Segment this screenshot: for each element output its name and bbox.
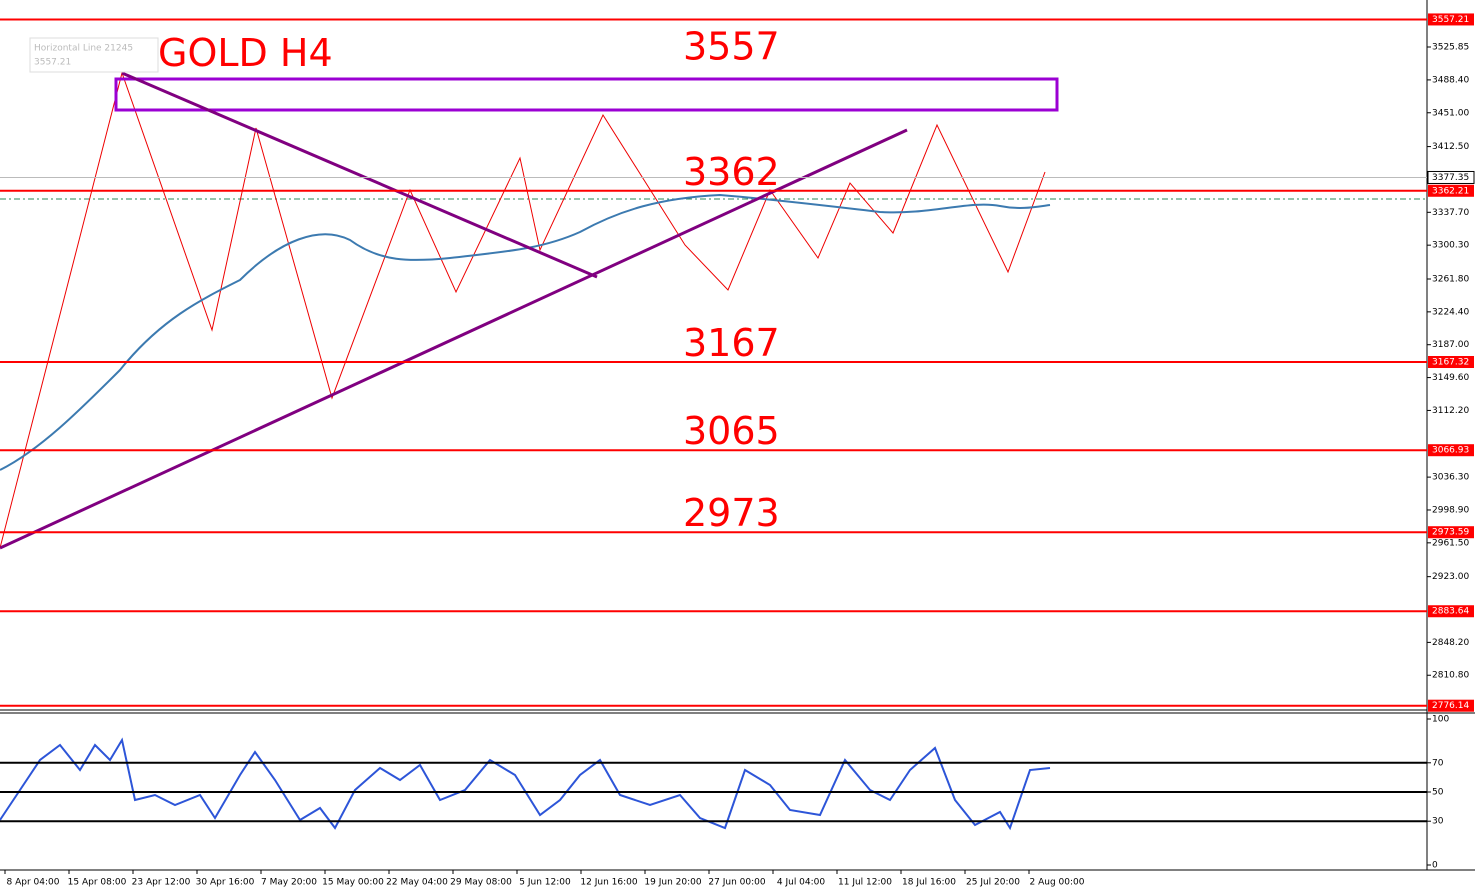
- y-tick-label: 3300.30: [1432, 241, 1469, 251]
- rsi-tick-label: 100: [1432, 715, 1449, 725]
- level-price-box: [1428, 184, 1474, 197]
- level-price-box: [1428, 526, 1474, 539]
- x-tick-label: 8 Apr 04:00: [7, 878, 60, 888]
- y-tick-label: 3337.70: [1432, 208, 1469, 218]
- x-tick-label: 11 Jul 12:00: [838, 878, 892, 888]
- y-tick-label: 2923.00: [1432, 572, 1469, 582]
- y-tick-label: 3412.50: [1432, 142, 1469, 152]
- y-tick-label: 2961.50: [1432, 538, 1469, 548]
- current-price-label: 3377.35: [1432, 173, 1469, 183]
- x-tick-label: 4 Jul 04:00: [777, 878, 826, 888]
- x-tick-label: 23 Apr 12:00: [132, 878, 191, 888]
- x-tick-label: 12 Jun 16:00: [580, 878, 637, 888]
- object-tooltip: Horizontal Line 21245 3557.21: [29, 37, 159, 73]
- rsi-line: [0, 737, 1051, 831]
- x-tick-label: 25 Jul 20:00: [966, 878, 1020, 888]
- trendline: [121, 71, 598, 279]
- x-tick-label: 19 Jun 20:00: [644, 878, 701, 888]
- x-tick-label: 15 May 00:00: [322, 878, 384, 888]
- rsi-tick-label: 30: [1432, 817, 1444, 827]
- x-tick-label: 27 Jun 00:00: [708, 878, 765, 888]
- tooltip-price: 3557.21: [34, 58, 71, 68]
- rsi-tick-label: 70: [1432, 758, 1444, 768]
- y-tick-label: 3036.30: [1432, 473, 1469, 483]
- resistance-zone: [114, 77, 1059, 112]
- level-price-label: 2973.59: [1432, 528, 1469, 538]
- chart-title: GOLD H4: [158, 31, 333, 75]
- zigzag: [0, 71, 1046, 549]
- level-price-label: 3557.21: [1432, 15, 1469, 25]
- level-price-box: [1428, 444, 1474, 457]
- y-tick-label: 3112.20: [1432, 406, 1469, 416]
- y-tick-label: 2848.20: [1432, 638, 1469, 648]
- x-tick-label: 15 Apr 08:00: [68, 878, 127, 888]
- x-tick-label: 2 Aug 00:00: [1030, 878, 1085, 888]
- level-price-box: [1428, 13, 1474, 26]
- y-tick-label: 3187.00: [1432, 340, 1469, 350]
- x-tick-label: 29 May 08:00: [450, 878, 512, 888]
- y-tick-label: 3224.40: [1432, 307, 1469, 317]
- level-price-label: 3066.93: [1432, 446, 1469, 456]
- moving-average: [0, 193, 1051, 471]
- y-tick-label: 3261.80: [1432, 274, 1469, 284]
- x-tick-label: 30 Apr 16:00: [196, 878, 255, 888]
- level-price-label: 3167.32: [1432, 358, 1469, 368]
- y-tick-label: 3525.85: [1432, 43, 1469, 53]
- current-price-box: [1427, 170, 1475, 184]
- rsi-tick-label: 0: [1432, 861, 1438, 871]
- tooltip-box: [29, 37, 159, 73]
- level-price-box: [1428, 605, 1474, 618]
- x-tick-label: 18 Jul 16:00: [902, 878, 956, 888]
- level-price-label: 3362.21: [1432, 186, 1469, 196]
- level-price-box: [1428, 356, 1474, 369]
- level-annotation: 3557: [683, 24, 780, 68]
- rsi-tick-label: 50: [1432, 788, 1444, 798]
- y-tick-label: 2998.90: [1432, 505, 1469, 515]
- x-tick-label: 7 May 20:00: [261, 878, 317, 888]
- y-tick-label: 3149.60: [1432, 373, 1469, 383]
- level-price-label: 2776.14: [1432, 701, 1469, 711]
- level-annotation: 3065: [683, 409, 780, 453]
- level-price-label: 2883.64: [1432, 607, 1469, 617]
- x-tick-label: 22 May 04:00: [386, 878, 448, 888]
- level-price-box: [1428, 699, 1474, 712]
- tooltip-name: Horizontal Line 21245: [34, 44, 133, 54]
- trendline: [0, 128, 908, 550]
- level-annotation: 3362: [683, 150, 780, 194]
- y-tick-label: 3488.40: [1432, 75, 1469, 85]
- level-annotation: 3167: [683, 321, 780, 365]
- y-tick-label: 2810.80: [1432, 671, 1469, 681]
- level-annotation: 2973: [683, 491, 780, 535]
- y-tick-label: 3451.00: [1432, 108, 1469, 118]
- x-tick-label: 5 Jun 12:00: [519, 878, 571, 888]
